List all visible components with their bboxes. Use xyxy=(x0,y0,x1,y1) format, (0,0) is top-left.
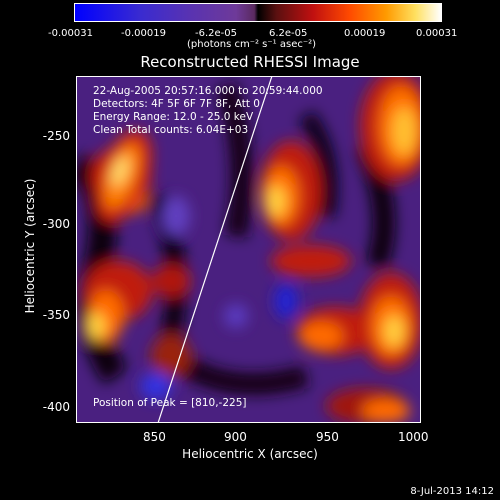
colorbar-tick: -0.00031 xyxy=(48,28,93,39)
colorbar-unit: (photons cm⁻² s⁻¹ asec⁻²) xyxy=(187,39,317,50)
footer-timestamp: 8-Jul-2013 14:12 xyxy=(410,486,494,497)
colorbar-tick: -6.2e-05 xyxy=(195,28,237,39)
solar-limb-line xyxy=(157,76,273,423)
rhessi-image-map xyxy=(76,76,421,423)
x-axis-label: Heliocentric X (arcsec) xyxy=(182,447,318,461)
colorbar xyxy=(74,3,442,22)
info-time: 22-Aug-2005 20:57:16.000 to 20:59:44.000 xyxy=(93,85,323,97)
rhessi-image xyxy=(76,76,421,423)
y-axis-label: Heliocentric Y (arcsec) xyxy=(23,178,37,314)
peak-position: Position of Peak = [810,-225] xyxy=(93,397,247,409)
colorbar-tick: 0.00019 xyxy=(344,28,386,39)
colorbar-tick: 6.2e-05 xyxy=(269,28,308,39)
y-tick: -300 xyxy=(42,217,70,231)
x-tick: 950 xyxy=(316,430,339,444)
x-tick: 900 xyxy=(224,430,247,444)
info-detectors: Detectors: 4F 5F 6F 7F 8F, Att 0 xyxy=(93,98,260,110)
colorbar-tick: -0.00019 xyxy=(121,28,166,39)
y-tick: -250 xyxy=(42,129,70,143)
y-tick: -350 xyxy=(42,308,70,322)
colorbar-tick: 0.00031 xyxy=(416,28,458,39)
x-tick: 850 xyxy=(143,430,166,444)
y-tick: -400 xyxy=(42,400,70,414)
plot-title: Reconstructed RHESSI Image xyxy=(140,53,360,71)
info-clean: Clean Total counts: 6.04E+03 xyxy=(93,124,249,136)
info-energy: Energy Range: 12.0 - 25.0 keV xyxy=(93,111,254,123)
x-tick: 1000 xyxy=(398,430,429,444)
